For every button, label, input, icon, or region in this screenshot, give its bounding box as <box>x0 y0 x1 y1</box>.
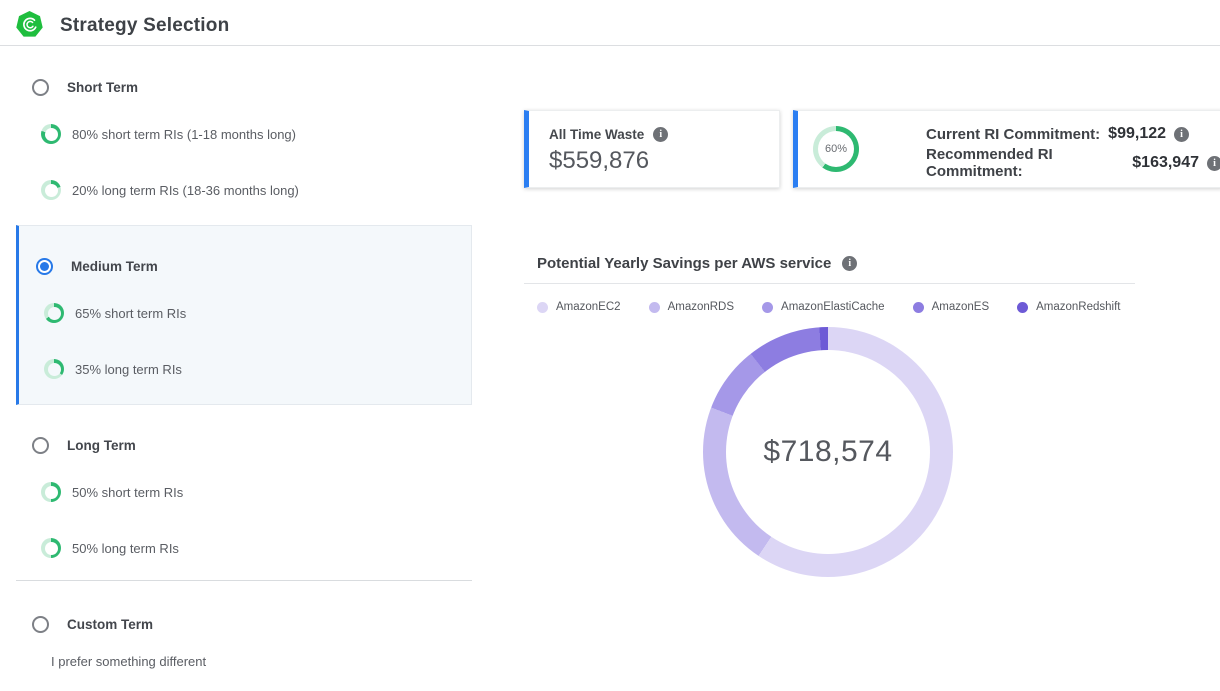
info-icon[interactable]: i <box>1207 156 1220 171</box>
strategy-sub-item: 80% short term RIs (1-18 months long) <box>41 124 296 144</box>
radio-short-term[interactable] <box>32 79 49 96</box>
brand-logo-icon <box>16 11 43 38</box>
chart-legend: AmazonEC2 AmazonRDS AmazonElastiCache Am… <box>537 301 1121 313</box>
legend-item-amazones[interactable]: AmazonES <box>913 301 990 313</box>
commitment-lines: Current RI Commitment: $99,122 i Recomme… <box>926 124 1220 173</box>
recommended-ri-commitment-label: Recommended RI Commitment: <box>926 146 1124 180</box>
current-ri-commitment-row: Current RI Commitment: $99,122 i <box>926 124 1220 144</box>
custom-term-description: I prefer something different <box>51 654 206 669</box>
savings-total-value: $718,574 <box>763 435 892 469</box>
all-time-waste-title: All Time Waste <box>549 127 644 142</box>
recommended-ri-commitment-value: $163,947 <box>1132 154 1199 172</box>
info-icon[interactable]: i <box>653 127 668 142</box>
all-time-waste-value: $559,876 <box>549 147 649 175</box>
savings-chart-title: Potential Yearly Savings per AWS service <box>537 255 831 272</box>
strategy-sub-label: 80% short term RIs (1-18 months long) <box>72 127 296 142</box>
legend-item-amazonelasticache[interactable]: AmazonElastiCache <box>762 301 885 313</box>
strategy-sub-item: 35% long term RIs <box>44 359 182 379</box>
strategy-selection-page: Strategy Selection Short Term 80% short … <box>0 0 1220 691</box>
strategy-option-medium-term[interactable]: Medium Term <box>36 256 158 276</box>
legend-dot-icon <box>913 302 924 313</box>
recommended-ri-commitment-row: Recommended RI Commitment: $163,947 i <box>926 153 1220 173</box>
strategy-label: Long Term <box>67 438 136 453</box>
legend-label: AmazonES <box>932 301 990 313</box>
savings-donut: $718,574 <box>703 327 953 577</box>
strategy-sub-label: 50% long term RIs <box>72 541 179 556</box>
strategy-option-short-term[interactable]: Short Term <box>32 77 138 97</box>
strategy-sub-label: 50% short term RIs <box>72 485 183 500</box>
section-divider <box>16 580 472 581</box>
strategy-sub-label: 65% short term RIs <box>75 306 186 321</box>
commitment-percent-label: 60% <box>818 131 854 167</box>
legend-item-amazonec2[interactable]: AmazonEC2 <box>537 301 621 313</box>
strategy-sub-label: 20% long term RIs (18-36 months long) <box>72 183 299 198</box>
strategy-label: Custom Term <box>67 617 153 632</box>
current-ri-commitment-label: Current RI Commitment: <box>926 126 1100 143</box>
strategy-label: Short Term <box>67 80 138 95</box>
radio-long-term[interactable] <box>32 437 49 454</box>
legend-dot-icon <box>537 302 548 313</box>
chart-divider <box>524 283 1135 284</box>
strategy-option-custom-term[interactable]: Custom Term <box>32 614 153 634</box>
legend-item-amazonrds[interactable]: AmazonRDS <box>649 301 734 313</box>
page-header: Strategy Selection <box>0 0 1220 46</box>
percent-ring-icon <box>41 482 61 502</box>
percent-ring-icon <box>41 180 61 200</box>
strategy-option-long-term[interactable]: Long Term <box>32 435 136 455</box>
percent-ring-icon <box>41 538 61 558</box>
all-time-waste-title-row: All Time Waste i <box>549 127 668 142</box>
all-time-waste-card: All Time Waste i $559,876 <box>524 110 780 188</box>
legend-dot-icon <box>649 302 660 313</box>
legend-label: AmazonRDS <box>668 301 734 313</box>
legend-label: AmazonElastiCache <box>781 301 885 313</box>
info-icon[interactable]: i <box>842 256 857 271</box>
info-icon[interactable]: i <box>1174 127 1189 142</box>
commitment-percent-ring: 60% <box>813 126 859 172</box>
current-ri-commitment-value: $99,122 <box>1108 125 1166 143</box>
legend-dot-icon <box>1017 302 1028 313</box>
page-title: Strategy Selection <box>60 15 229 37</box>
legend-dot-icon <box>762 302 773 313</box>
percent-ring-icon <box>41 124 61 144</box>
legend-item-amazonredshift[interactable]: AmazonRedshift <box>1017 301 1120 313</box>
strategy-sub-label: 35% long term RIs <box>75 362 182 377</box>
strategy-sub-item: 20% long term RIs (18-36 months long) <box>41 180 299 200</box>
strategy-sub-item: 50% long term RIs <box>41 538 179 558</box>
ri-commitment-card: 60% Current RI Commitment: $99,122 i Rec… <box>793 110 1220 188</box>
legend-label: AmazonEC2 <box>556 301 621 313</box>
strategy-sub-item: 65% short term RIs <box>44 303 186 323</box>
radio-custom-term[interactable] <box>32 616 49 633</box>
legend-label: AmazonRedshift <box>1036 301 1120 313</box>
strategy-sub-item: I prefer something different <box>51 651 206 671</box>
radio-medium-term[interactable] <box>36 258 53 275</box>
strategy-label: Medium Term <box>71 259 158 274</box>
strategy-sub-item: 50% short term RIs <box>41 482 183 502</box>
percent-ring-icon <box>44 359 64 379</box>
savings-chart-title-row: Potential Yearly Savings per AWS service… <box>537 255 857 272</box>
percent-ring-icon <box>44 303 64 323</box>
savings-donut-hole: $718,574 <box>726 350 930 554</box>
